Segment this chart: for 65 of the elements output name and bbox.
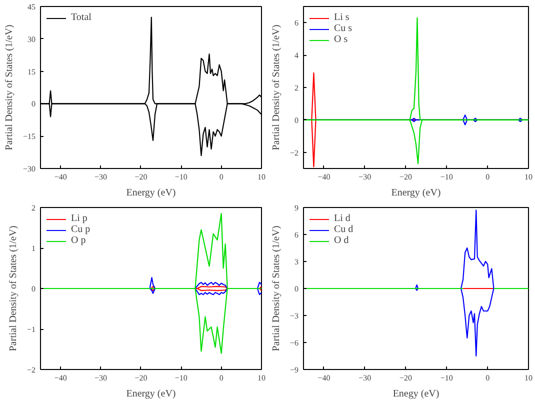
y-tick-label: 6 bbox=[294, 18, 298, 28]
x-tick-label: 10 bbox=[258, 172, 266, 182]
x-tick-label: 10 bbox=[524, 374, 532, 382]
x-tick-label: 0 bbox=[219, 172, 224, 182]
legend-label: Cu s bbox=[334, 23, 354, 34]
y-tick-label: −9 bbox=[290, 366, 299, 374]
y-tick-label: 15 bbox=[28, 67, 36, 76]
y-tick-label: 3 bbox=[294, 258, 298, 266]
legend-label: Li d bbox=[334, 213, 352, 224]
y-tick-label: −15 bbox=[22, 132, 36, 142]
y-tick-label: −30 bbox=[22, 164, 36, 174]
x-tick-label: −30 bbox=[94, 374, 108, 382]
x-tick-label: −20 bbox=[134, 374, 148, 382]
x-tick-label: 0 bbox=[486, 374, 490, 382]
legend-label: Cu d bbox=[334, 224, 354, 235]
legend-label: Total bbox=[71, 12, 92, 23]
y-tick-label: 0 bbox=[32, 284, 36, 294]
y-axis-title: Partial Density of States (1/eV) bbox=[8, 226, 19, 352]
y-tick-label: 0 bbox=[294, 116, 298, 125]
x-tick-label: −20 bbox=[400, 172, 412, 182]
y-tick-label: −2 bbox=[26, 366, 36, 374]
x-tick-label: −40 bbox=[318, 374, 330, 382]
y-tick-label: 1 bbox=[32, 244, 36, 253]
y-tick-label: −2 bbox=[290, 148, 299, 158]
x-axis-title: Energy (eV) bbox=[126, 188, 176, 198]
x-tick-label: −10 bbox=[174, 374, 188, 382]
y-tick-label: 2 bbox=[32, 204, 36, 212]
x-tick-label: 0 bbox=[219, 374, 224, 382]
x-tick-label: −30 bbox=[358, 172, 372, 182]
y-tick-label: 0 bbox=[32, 100, 36, 109]
x-axis-title: Enegy (eV) bbox=[392, 388, 440, 400]
y-axis-title: Partial Density of States (1/eV) bbox=[4, 24, 15, 150]
y-tick-label: −3 bbox=[290, 312, 299, 320]
legend-label: O d bbox=[334, 235, 350, 246]
x-tick-label: −20 bbox=[134, 172, 148, 182]
x-tick-label: −10 bbox=[174, 172, 188, 182]
y-tick-label: −6 bbox=[290, 338, 299, 348]
y-tick-label: 0 bbox=[294, 284, 298, 294]
x-tick-label: −20 bbox=[400, 374, 412, 382]
legend-label: Li p bbox=[71, 213, 88, 224]
x-tick-label: 10 bbox=[524, 172, 532, 182]
y-axis-title: Partial Density of States (1/eV) bbox=[270, 226, 282, 352]
x-tick-label: −30 bbox=[358, 374, 372, 382]
x-tick-label: 0 bbox=[486, 172, 490, 182]
x-tick-label: −30 bbox=[94, 172, 108, 182]
y-tick-label: −1 bbox=[26, 325, 36, 334]
y-tick-label: 2 bbox=[294, 84, 298, 92]
x-axis-title: Energy (eV) bbox=[391, 188, 441, 198]
x-tick-label: −40 bbox=[318, 172, 330, 182]
legend-label: O s bbox=[334, 34, 349, 45]
x-axis-title: Energy (eV) bbox=[126, 388, 176, 400]
x-tick-label: −40 bbox=[54, 374, 67, 382]
legend-label: Cu p bbox=[71, 224, 91, 235]
y-axis-title: Partial Density of States (1/eV) bbox=[270, 24, 282, 150]
x-tick-label: −10 bbox=[440, 374, 453, 382]
x-tick-label: −10 bbox=[440, 172, 453, 182]
y-tick-label: 6 bbox=[294, 230, 298, 240]
x-tick-label: −40 bbox=[54, 172, 67, 182]
y-tick-label: 30 bbox=[28, 34, 36, 44]
x-tick-label: 10 bbox=[258, 374, 266, 382]
y-tick-label: 9 bbox=[294, 204, 298, 212]
legend-label: O p bbox=[71, 235, 87, 246]
y-tick-label: 4 bbox=[294, 51, 298, 60]
y-tick-label: 45 bbox=[28, 2, 36, 12]
legend-label: Li s bbox=[334, 12, 350, 23]
